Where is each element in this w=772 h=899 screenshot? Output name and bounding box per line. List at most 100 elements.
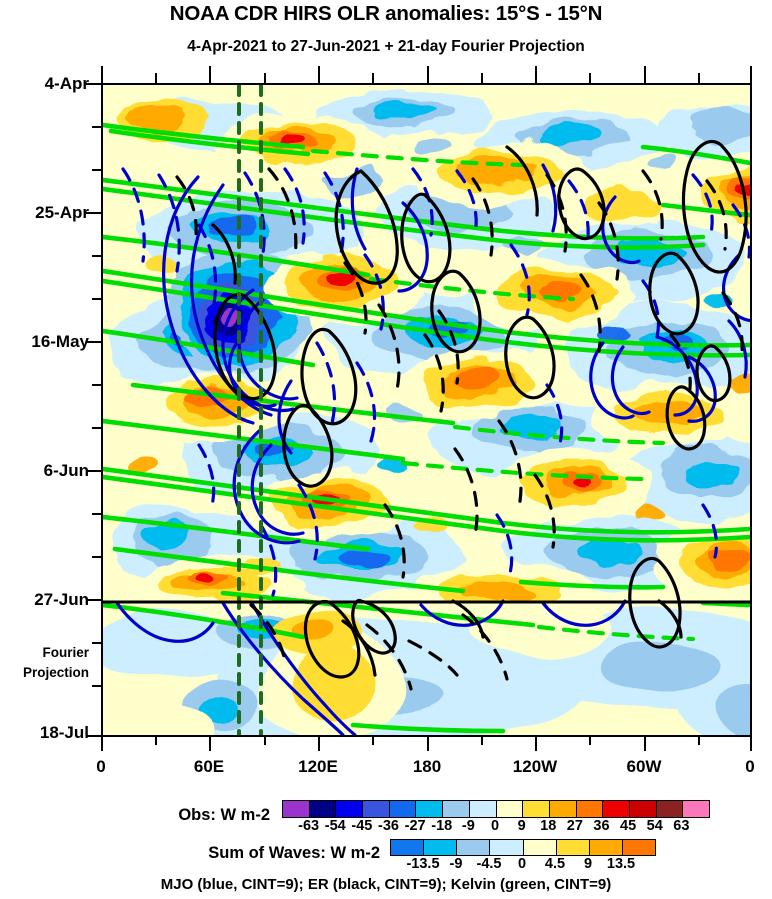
y-tick-label-2: 16-May [31,332,89,351]
x-tick-major [644,737,646,751]
colorbar-swatch-5 [556,840,590,855]
x-tick-major [750,737,752,751]
y-tick-label-5: 18-Jul [39,723,89,742]
colorbar-swatch-4 [523,840,557,855]
y-tick-major [86,735,101,737]
colorbar-tick-13: 54 [646,818,663,834]
obs-colorbar-label: Obs: W m-2 [178,806,270,824]
colorbar-tick-1: -54 [324,818,346,834]
colorbar-tick-6: -9 [461,818,475,834]
x-tick-minor [589,737,591,745]
colorbar-swatch-15 [683,801,709,817]
colorbar-swatch-7 [469,801,497,817]
x-tick-major [318,737,320,751]
x-tick-top-minor [481,73,483,83]
x-tick-major [535,737,537,751]
y-tick-major [86,470,101,472]
page-subtitle: 4-Apr-2021 to 27-Jun-2021 + 21-day Fouri… [187,38,585,55]
y-tick-minor [92,384,101,386]
x-tick-minor [155,737,157,745]
colorbar-tick-14: 63 [673,818,690,834]
fourier-projection-note-line1: Fourier [42,645,89,660]
colorbar-swatch-3 [363,801,390,817]
colorbar-swatch-3 [490,840,524,855]
colorbar-tick-5: 9 [583,856,593,872]
y-tick-minor [92,513,101,515]
colorbar-tick-1: -9 [449,856,463,872]
colorbar-tick-0: -63 [298,818,320,834]
colorbar-tick-2: -4.5 [476,856,502,872]
y-tick-minor [92,255,101,257]
x-tick-top-major [318,66,320,83]
colorbar-swatch-5 [416,801,444,817]
kelvin-contours-dashed [310,148,696,642]
colorbar-swatch-7 [622,840,655,855]
x-tick-top-minor [698,73,700,83]
y-tick-minor [92,642,101,644]
colorbar-tick-8: 9 [517,818,526,834]
x-tick-major [101,737,103,751]
x-tick-minor [264,737,266,745]
y-tick-label-3: 6-Jun [43,461,89,480]
x-tick-top-major [644,66,646,83]
y-tick-minor [92,556,101,558]
x-tick-top-minor [372,73,374,83]
y-tick-major [86,599,101,601]
er-contours [211,139,748,679]
colorbar-swatch-8 [496,801,524,817]
fourier-projection-note-line2: Projection [22,665,89,680]
colorbar-tick-9: 18 [540,818,557,834]
waves-colorbar-ticks: -13.5 -9 -4.5 0 4.5 9 13.5 [390,856,654,876]
mjo-contours [115,163,750,735]
colorbar-tick-7: 0 [490,818,500,834]
x-tick-major [209,737,211,751]
wave-type-footnote: MJO (blue, CINT=9); ER (black, CINT=9); … [160,876,612,893]
colorbar-swatch-6 [589,840,623,855]
colorbar-swatch-10 [549,801,577,817]
x-tick-label-0: 0 [96,757,106,776]
x-tick-top-minor [264,73,266,83]
colorbar-swatch-2 [457,840,491,855]
x-tick-major [427,737,429,751]
x-tick-minor [698,737,700,745]
x-tick-label-1: 60E [193,757,225,776]
x-tick-label-3: 180 [412,757,442,776]
colorbar-tick-4: -27 [404,818,426,834]
colorbar-swatch-9 [523,801,550,817]
colorbar-swatch-14 [656,801,684,817]
x-tick-top-major [209,66,211,83]
colorbar-tick-10: 27 [566,818,583,834]
y-tick-label-0: 4-Apr [44,74,89,93]
page-title: NOAA CDR HIRS OLR anomalies: 15°S - 15°N [169,2,603,25]
x-tick-top-major [535,66,537,83]
waves-colorbar [390,839,656,856]
colorbar-tick-12: 45 [620,818,637,834]
mjo-contours-dashed [121,167,750,597]
waves-colorbar-label: Sum of Waves: W m-2 [208,844,380,862]
colorbar-tick-3: -36 [378,818,399,834]
colorbar-swatch-1 [309,801,337,817]
obs-colorbar-ticks: -63 -54 -45 -36 -27 -18 -9 0 9 18 27 36 45 54 63 [282,818,708,838]
colorbar-swatch-13 [629,801,657,817]
x-tick-top-major [750,66,752,83]
colorbar-swatch-1 [424,840,458,855]
y-tick-major [86,212,101,214]
y-tick-minor [92,126,101,128]
colorbar-tick-6: 13.5 [606,856,636,872]
x-tick-label-2: 120E [298,757,338,776]
x-tick-label-5: 60W [626,757,662,776]
olr-anomaly-field [103,85,750,735]
colorbar-tick-4: 4.5 [544,856,566,872]
er-contours-dashed [175,167,744,691]
obs-colorbar [282,800,710,818]
colorbar-swatch-0 [391,840,425,855]
colorbar-swatch-2 [336,801,364,817]
colorbar-tick-5: -18 [431,818,453,834]
y-tick-label-1: 25-Apr [35,203,89,222]
y-tick-minor [92,685,101,687]
colorbar-tick-2: -45 [351,818,373,834]
y-tick-major [86,83,101,85]
y-tick-major [86,341,101,343]
x-tick-label-6: 0 [745,757,755,776]
